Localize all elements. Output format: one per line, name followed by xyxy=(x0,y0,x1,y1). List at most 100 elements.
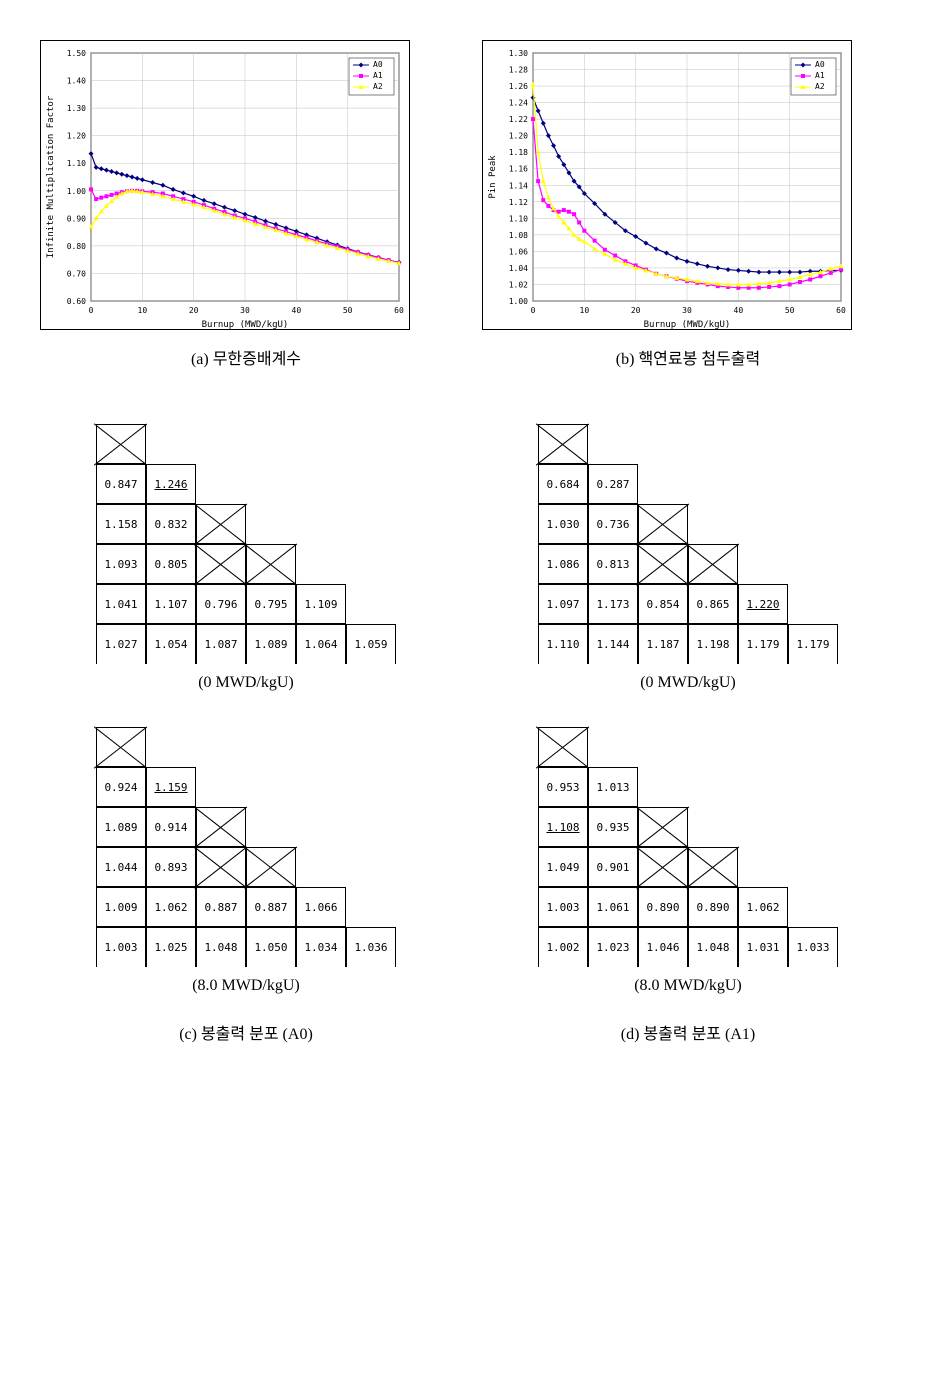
grid-cell xyxy=(738,807,788,847)
grid-cell xyxy=(688,727,738,767)
svg-text:0.80: 0.80 xyxy=(67,242,86,251)
grid-c-group-caption: (c) 봉출력 분포 (A0) xyxy=(179,1020,313,1044)
grid-d0-box: 0.6840.2871.0300.7361.0860.8131.0971.173… xyxy=(482,424,894,707)
grid-c0-caption: (0 MWD/kgU) xyxy=(198,674,294,692)
chart-a-caption: (a) 무한증배계수 xyxy=(40,345,452,369)
grid-cell: 1.054 xyxy=(146,624,196,664)
grid-cell xyxy=(246,544,296,584)
grid-cell xyxy=(346,584,396,624)
grid-cell xyxy=(738,767,788,807)
grid-cell xyxy=(788,727,838,767)
grid-cell xyxy=(688,424,738,464)
grid-cell xyxy=(346,544,396,584)
grid-cell: 0.890 xyxy=(688,887,738,927)
grid-cell: 0.865 xyxy=(688,584,738,624)
grid-cell xyxy=(296,464,346,504)
grid-c1: 0.9241.1591.0890.9141.0440.8931.0091.062… xyxy=(96,727,396,967)
svg-text:60: 60 xyxy=(836,306,846,315)
grid-cell: 1.002 xyxy=(538,927,588,967)
grid-cell: 0.887 xyxy=(246,887,296,927)
grid-cell xyxy=(196,767,246,807)
svg-text:1.16: 1.16 xyxy=(509,165,528,174)
svg-text:1.12: 1.12 xyxy=(509,198,528,207)
grid-cell xyxy=(196,424,246,464)
grid-cell: 1.034 xyxy=(296,927,346,967)
grid-cell: 1.023 xyxy=(588,927,638,967)
grid-cell xyxy=(588,727,638,767)
svg-text:Pin Peak: Pin Peak xyxy=(488,155,498,199)
svg-text:1.02: 1.02 xyxy=(509,280,528,289)
svg-text:1.24: 1.24 xyxy=(509,99,528,108)
grid-cell: 0.901 xyxy=(588,847,638,887)
grid-cell: 1.064 xyxy=(296,624,346,664)
grid-c0: 0.8471.2461.1580.8321.0930.8051.0411.107… xyxy=(96,424,396,664)
grid-cell xyxy=(688,464,738,504)
grid-cell: 1.179 xyxy=(738,624,788,664)
grid-cell xyxy=(96,727,146,767)
grid-cell xyxy=(196,544,246,584)
grid-cell: 1.044 xyxy=(96,847,146,887)
grid-cell: 1.089 xyxy=(246,624,296,664)
grid-cell: 0.890 xyxy=(638,887,688,927)
chart-a: 01020304050600.600.700.800.901.001.101.2… xyxy=(40,40,410,330)
svg-text:20: 20 xyxy=(189,306,199,315)
grid-cell xyxy=(346,504,396,544)
grid-cell: 1.246 xyxy=(146,464,196,504)
svg-text:0.90: 0.90 xyxy=(67,214,86,223)
svg-text:30: 30 xyxy=(240,306,250,315)
svg-text:40: 40 xyxy=(292,306,302,315)
grid-cell: 0.795 xyxy=(246,584,296,624)
grid-cell xyxy=(146,727,196,767)
grid-cell: 1.173 xyxy=(588,584,638,624)
svg-text:1.30: 1.30 xyxy=(67,104,86,113)
grid-cell: 1.050 xyxy=(246,927,296,967)
grid-cell: 0.832 xyxy=(146,504,196,544)
grid-cell xyxy=(638,464,688,504)
svg-text:1.26: 1.26 xyxy=(509,82,528,91)
grid-cell xyxy=(788,887,838,927)
grid-cell: 0.935 xyxy=(588,807,638,847)
svg-text:1.14: 1.14 xyxy=(509,181,528,190)
grid-cell: 0.805 xyxy=(146,544,196,584)
grid-cell xyxy=(246,727,296,767)
grid-cell xyxy=(346,887,396,927)
grid-cell xyxy=(638,727,688,767)
grid-cell: 1.033 xyxy=(788,927,838,967)
grid-cell xyxy=(638,424,688,464)
grid-cell: 1.041 xyxy=(96,584,146,624)
grid-cell xyxy=(296,424,346,464)
grid-cell: 1.220 xyxy=(738,584,788,624)
grid-cell xyxy=(538,727,588,767)
svg-text:Infinite Multiplication Factor: Infinite Multiplication Factor xyxy=(46,95,56,258)
grid-cell: 1.049 xyxy=(538,847,588,887)
grid-cell: 1.009 xyxy=(96,887,146,927)
grid-cell xyxy=(196,807,246,847)
grid-cell: 1.107 xyxy=(146,584,196,624)
grid-cell: 1.109 xyxy=(296,584,346,624)
svg-text:0.60: 0.60 xyxy=(67,297,86,306)
grid-cell xyxy=(196,847,246,887)
grid-cell: 1.048 xyxy=(688,927,738,967)
grid-cell: 1.108 xyxy=(538,807,588,847)
grid-cell: 1.013 xyxy=(588,767,638,807)
grid-cell: 1.198 xyxy=(688,624,738,664)
grid-cell xyxy=(296,544,346,584)
grid-cell: 1.025 xyxy=(146,927,196,967)
grid-cell xyxy=(738,544,788,584)
grid-cell xyxy=(196,464,246,504)
grid-cell: 1.003 xyxy=(96,927,146,967)
svg-text:1.40: 1.40 xyxy=(67,77,86,86)
grid-cell xyxy=(788,464,838,504)
grid-cell xyxy=(688,807,738,847)
grid-cell xyxy=(588,424,638,464)
svg-text:1.50: 1.50 xyxy=(67,49,86,58)
grid-cell: 1.086 xyxy=(538,544,588,584)
svg-text:Burnup (MWD/kgU): Burnup (MWD/kgU) xyxy=(644,320,731,330)
svg-text:1.20: 1.20 xyxy=(67,132,86,141)
grid-cell xyxy=(296,767,346,807)
grid-cell: 0.893 xyxy=(146,847,196,887)
grid-d0-caption: (0 MWD/kgU) xyxy=(640,674,736,692)
grid-cell: 0.287 xyxy=(588,464,638,504)
grid-cell: 1.159 xyxy=(146,767,196,807)
grid-cell: 1.059 xyxy=(346,624,396,664)
